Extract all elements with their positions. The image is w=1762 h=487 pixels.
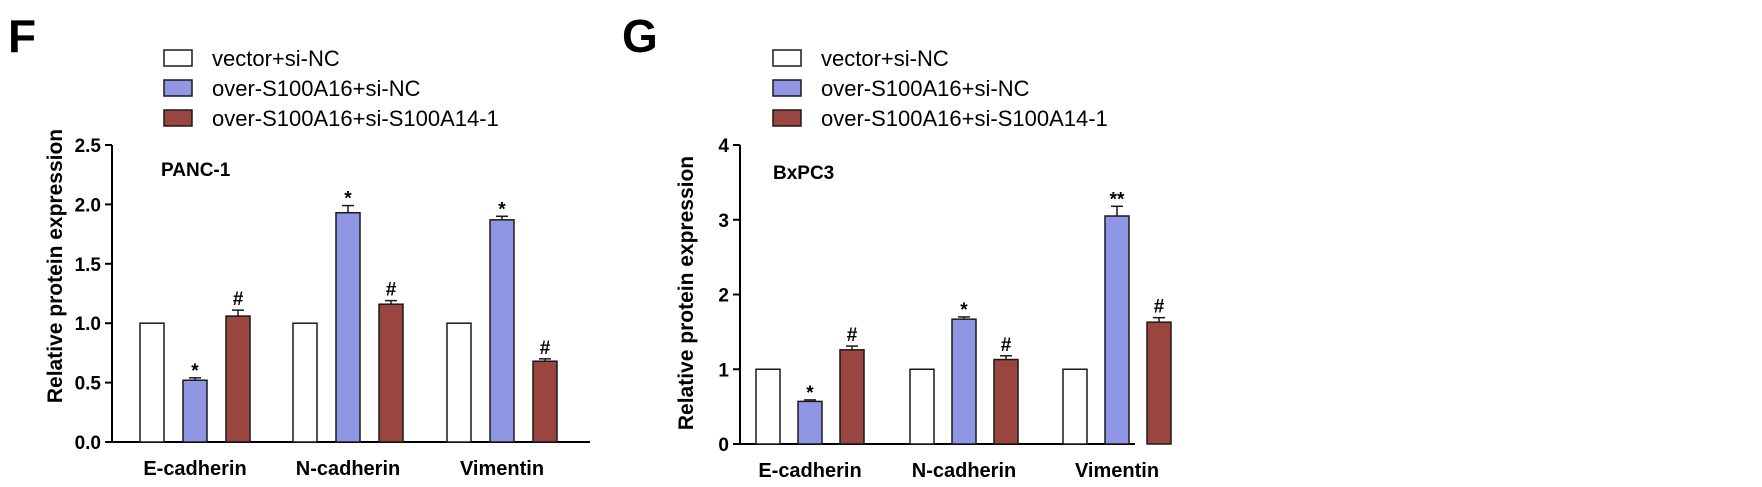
y-tick-label: 2	[718, 286, 729, 307]
panel-letter-G: G	[622, 10, 658, 62]
bar-over-vimentin	[489, 219, 515, 443]
legend-swatch-oversi-g	[772, 109, 802, 127]
legend-label-oversi: over-S100A16+si-S100A14-1	[212, 106, 499, 131]
legend-G: vector+si-NC over-S100A16+si-NC over-S10…	[772, 46, 1108, 131]
legend-item-over-g: over-S100A16+si-NC	[772, 76, 1030, 101]
legend-swatch-oversi	[163, 109, 193, 127]
bar-oversi-n-cadherin	[993, 358, 1019, 445]
panel-letter-F: F	[8, 10, 36, 62]
legend-item-over: over-S100A16+si-NC	[163, 76, 421, 101]
significance-label: #	[386, 280, 397, 301]
legend-label-vector-g: vector+si-NC	[821, 46, 949, 71]
chart-subtitle-F: PANC-1	[161, 160, 231, 181]
legend-item-oversi: over-S100A16+si-S100A14-1	[163, 106, 499, 131]
significance-label: #	[847, 325, 858, 346]
bar-oversi-vimentin	[1146, 321, 1172, 445]
bar-over-n-cadherin	[951, 318, 977, 445]
bar-vector-e-cadherin	[139, 322, 165, 443]
significance-label: *	[191, 361, 199, 382]
significance-label: #	[540, 338, 551, 359]
significance-label: #	[1001, 335, 1012, 356]
plot-area-F: 0.0 0.5 1.0 1.5 2.0 2.5 * # E-cadherin * # N-cadher…	[75, 136, 590, 480]
y-axis-label-F: Relative protein expression	[44, 129, 67, 403]
bar-oversi-vimentin	[532, 360, 558, 443]
significance-label: #	[233, 289, 244, 310]
y-tick-label: 0.0	[75, 433, 101, 454]
bar-vector-n-cadherin	[292, 322, 318, 443]
y-tick-label: 0.5	[75, 374, 102, 395]
legend-F: vector+si-NC over-S100A16+si-NC over-S10…	[163, 46, 499, 131]
panel-F: F vector+si-NC over-S100A16+si-NC over-S…	[8, 10, 590, 480]
y-tick-label: 0	[718, 435, 729, 456]
legend-swatch-vector	[163, 49, 193, 67]
significance-label: *	[498, 199, 506, 220]
x-tick-label: N-cadherin	[912, 460, 1016, 482]
significance-label: **	[1110, 189, 1125, 210]
y-tick-label: 1	[718, 360, 729, 381]
bar-vector-vimentin	[1062, 368, 1088, 445]
legend-label-over-g: over-S100A16+si-NC	[821, 76, 1030, 101]
x-tick-label: N-cadherin	[296, 458, 400, 480]
legend-swatch-vector-g	[772, 49, 802, 67]
bar-oversi-e-cadherin	[225, 315, 251, 443]
bar-oversi-e-cadherin	[839, 349, 865, 445]
significance-label: *	[806, 383, 814, 404]
bar-vector-vimentin	[446, 322, 472, 443]
y-tick-label: 1.5	[75, 255, 102, 276]
legend-swatch-over-g	[772, 79, 802, 97]
y-axis-label-G: Relative protein expression	[675, 156, 698, 430]
x-tick-label: Vimentin	[460, 458, 544, 480]
y-tick-label: 2.5	[75, 136, 102, 157]
bar-vector-n-cadherin	[909, 368, 935, 445]
significance-label: #	[1154, 297, 1165, 318]
y-tick-label: 4	[718, 136, 729, 157]
bar-over-e-cadherin	[797, 400, 823, 445]
legend-swatch-over	[163, 79, 193, 97]
bar-oversi-n-cadherin	[378, 303, 404, 443]
legend-item-vector: vector+si-NC	[163, 46, 340, 71]
bar-over-e-cadherin	[182, 379, 208, 443]
legend-item-oversi-g: over-S100A16+si-S100A14-1	[772, 106, 1108, 131]
legend-item-vector-g: vector+si-NC	[772, 46, 949, 71]
legend-label-over: over-S100A16+si-NC	[212, 76, 421, 101]
y-tick-label: 2.0	[75, 195, 101, 216]
x-tick-label: E-cadherin	[758, 460, 861, 482]
significance-label: *	[344, 189, 352, 210]
bar-over-vimentin	[1104, 215, 1130, 445]
bar-vector-e-cadherin	[755, 368, 781, 445]
y-tick-label: 3	[718, 211, 729, 232]
significance-label: *	[960, 300, 968, 321]
y-tick-label: 1.0	[75, 314, 101, 335]
bar-over-n-cadherin	[335, 211, 361, 443]
panel-G: G vector+si-NC over-S100A16+si-NC over-S…	[622, 10, 1172, 482]
legend-label-oversi-g: over-S100A16+si-S100A14-1	[821, 106, 1108, 131]
chart-subtitle-G: BxPC3	[773, 163, 834, 184]
x-tick-label: Vimentin	[1075, 460, 1159, 482]
legend-label-vector: vector+si-NC	[212, 46, 340, 71]
plot-area-G: 0 1 2 3 4 * # E-cadherin * # N-cadherin ** # Vimentin	[718, 136, 1172, 482]
x-tick-label: E-cadherin	[143, 458, 246, 480]
